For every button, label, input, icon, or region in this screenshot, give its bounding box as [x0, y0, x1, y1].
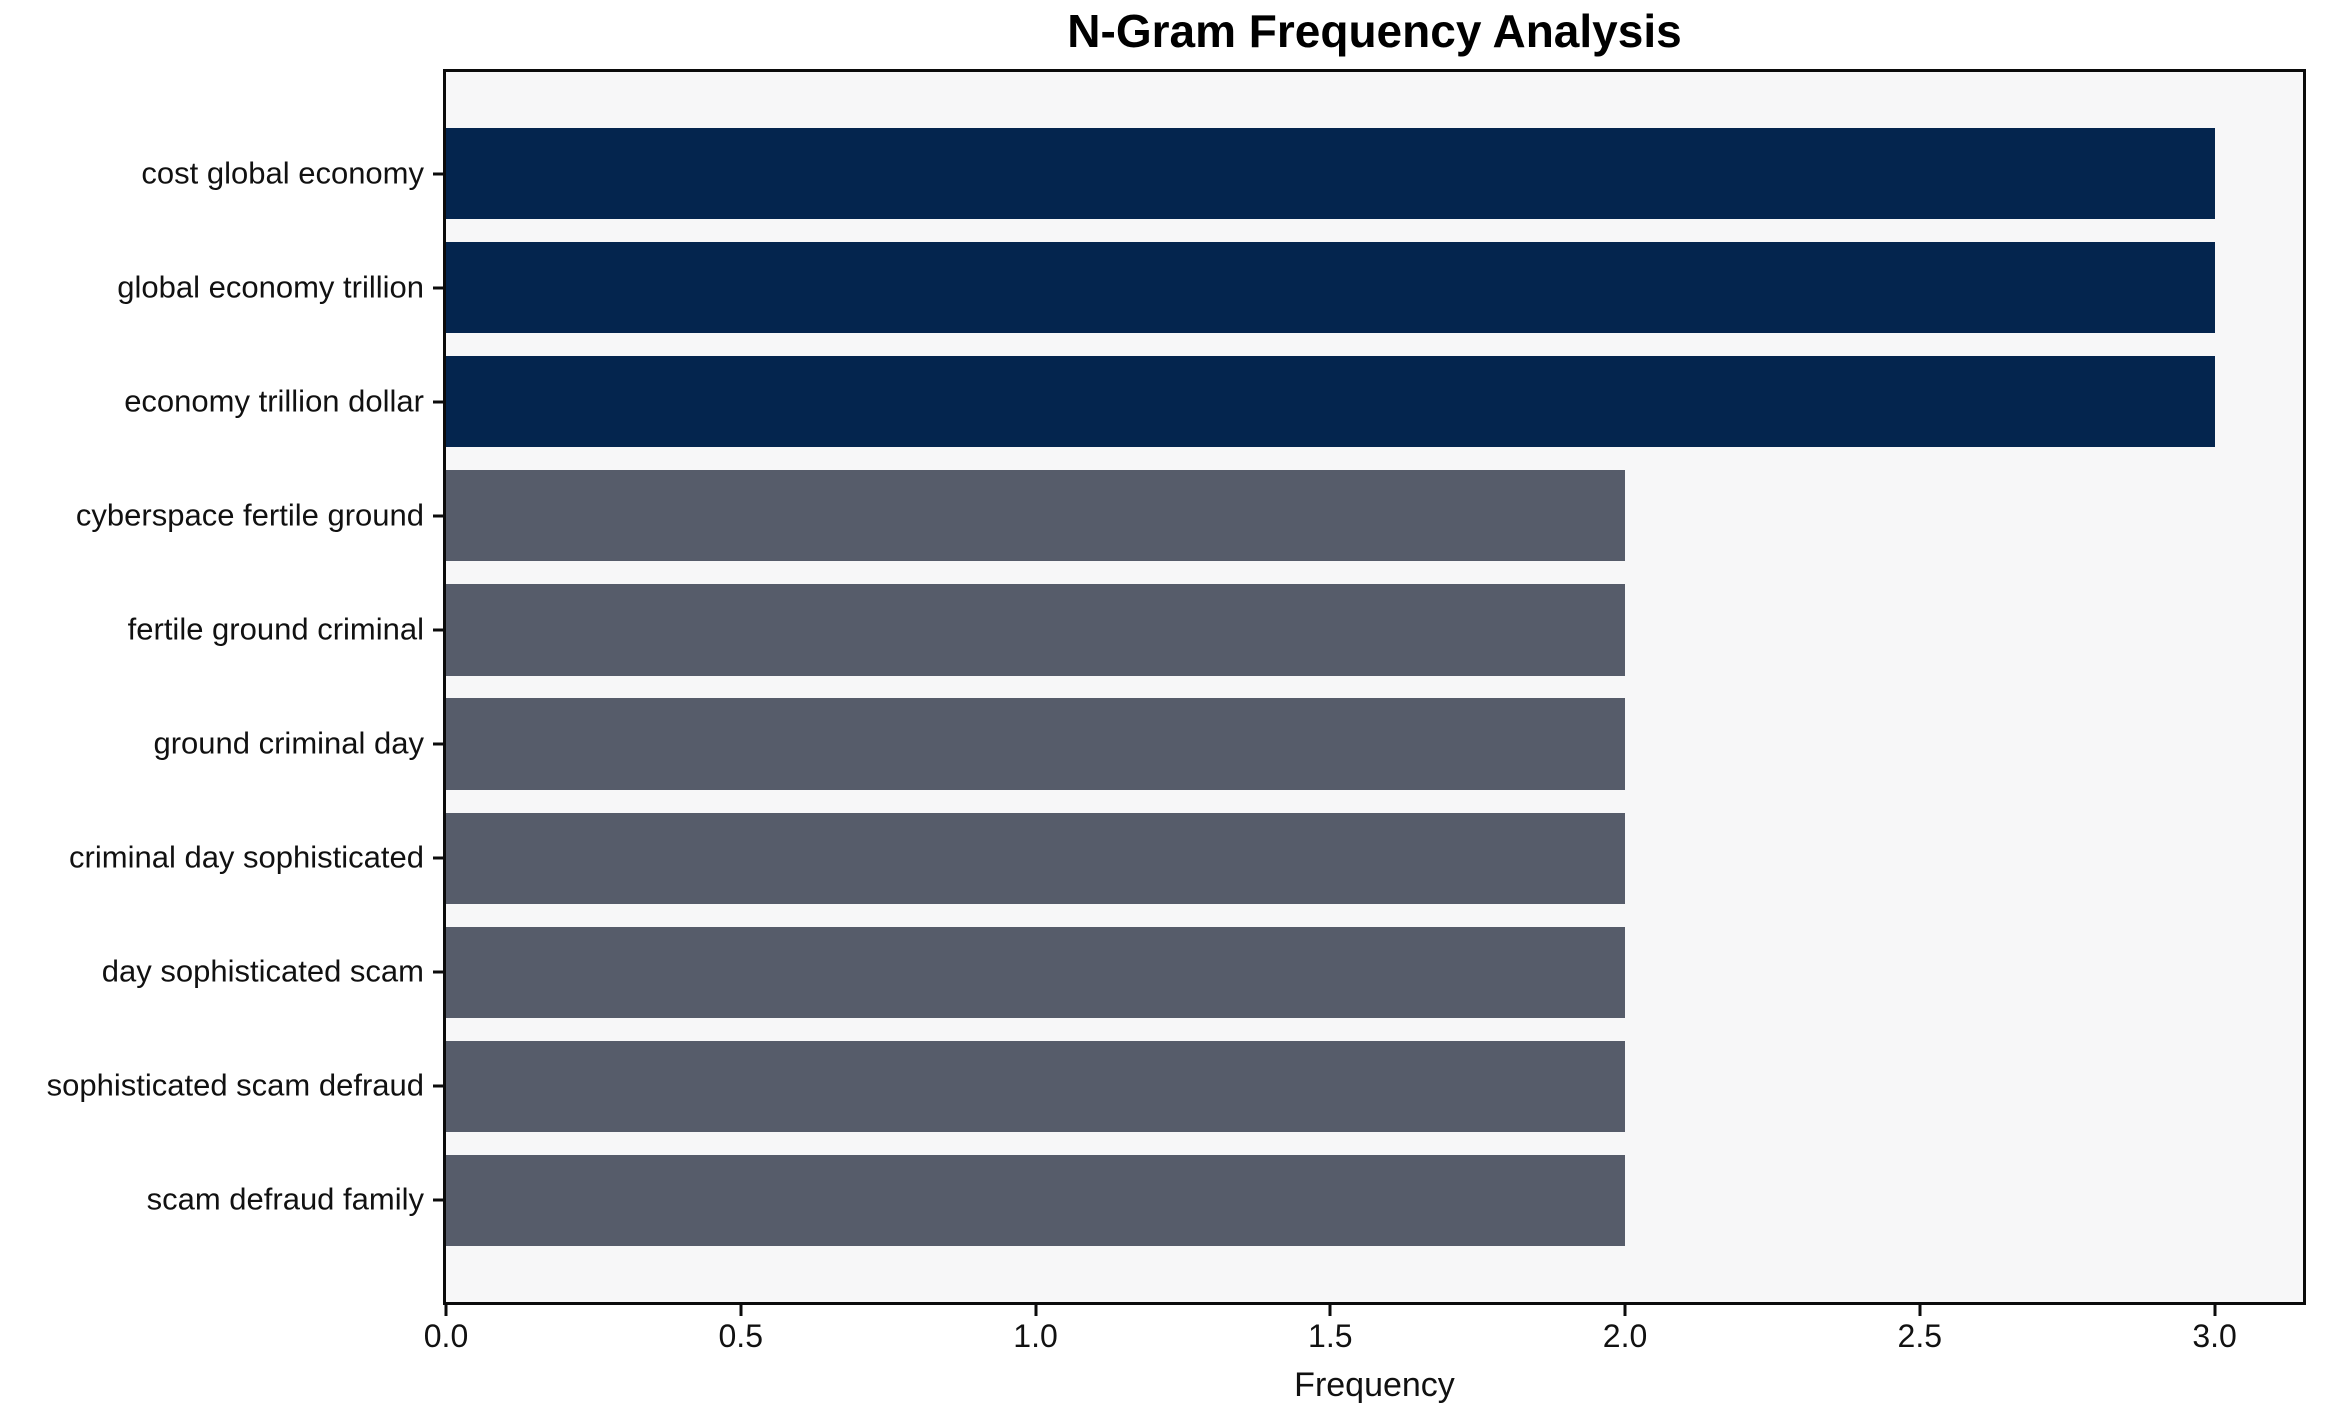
x-tick-label: 2.5 — [1897, 1318, 1943, 1354]
y-tick-mark — [433, 1198, 446, 1202]
bar — [446, 1040, 1626, 1132]
x-tick-mark — [444, 1302, 448, 1316]
bar — [446, 812, 1626, 904]
y-tick-label: fertile ground criminal — [127, 611, 424, 647]
x-tick-mark — [1623, 1302, 1627, 1316]
y-tick-label: scam defraud family — [146, 1181, 424, 1217]
bar — [446, 926, 1626, 1018]
y-tick-mark — [433, 1084, 446, 1088]
x-tick-label: 3.0 — [2192, 1318, 2237, 1354]
y-tick-label: cyberspace fertile ground — [75, 497, 424, 533]
y-tick-mark — [433, 400, 446, 404]
x-tick-label: 0.5 — [718, 1318, 763, 1354]
x-tick-label: 1.0 — [1013, 1318, 1058, 1354]
y-tick-label: sophisticated scam defraud — [46, 1067, 424, 1103]
y-tick-label: global economy trillion — [117, 268, 424, 304]
x-tick-mark — [2213, 1302, 2217, 1316]
y-tick-mark — [433, 970, 446, 974]
bar — [446, 242, 2215, 334]
y-tick-mark — [433, 286, 446, 290]
bar — [446, 470, 1626, 562]
y-tick-label: ground criminal day — [153, 725, 424, 761]
plot-area: cost global economy global economy trilli… — [47, 69, 2306, 1354]
y-tick-mark — [433, 628, 446, 632]
y-tick-mark — [433, 742, 446, 746]
y-tick-label: cost global economy — [141, 154, 424, 190]
y-tick-mark — [433, 514, 446, 518]
chart-title: N-Gram Frequency Analysis — [1067, 5, 1682, 57]
y-tick-mark — [433, 172, 446, 176]
bar — [446, 584, 1626, 676]
x-tick-label: 1.5 — [1308, 1318, 1353, 1354]
bar — [446, 1154, 1626, 1247]
x-tick-mark — [1918, 1302, 1922, 1316]
x-tick-label: 0.0 — [423, 1318, 469, 1354]
x-tick-mark — [1328, 1302, 1332, 1316]
x-tick-mark — [1034, 1302, 1038, 1316]
bar — [446, 698, 1626, 790]
y-tick-mark — [433, 856, 446, 860]
bar — [446, 356, 2215, 448]
x-tick-mark — [739, 1302, 743, 1316]
y-tick-label: economy trillion dollar — [124, 383, 424, 419]
y-tick-label: criminal day sophisticated — [69, 839, 424, 875]
x-tick-label: 2.0 — [1602, 1318, 1648, 1354]
x-axis-label: Frequency — [1294, 1366, 1455, 1404]
bar — [446, 127, 2215, 220]
y-tick-label: day sophisticated scam — [101, 953, 424, 989]
